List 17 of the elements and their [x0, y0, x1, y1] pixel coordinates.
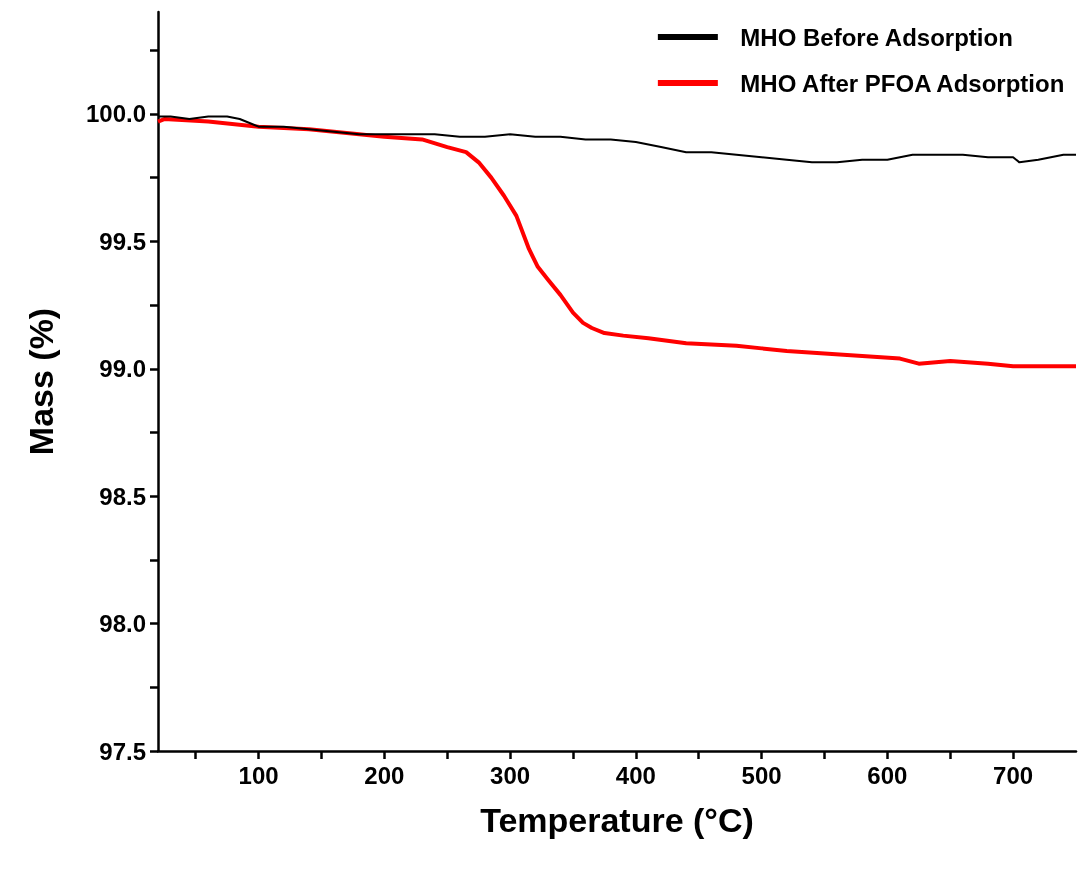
- y-tick-label: 99.5: [99, 227, 146, 255]
- x-axis-title: Temperature (°C): [480, 801, 754, 839]
- y-tick-label: 100.0: [85, 100, 146, 128]
- y-axis-title: Mass (%): [22, 307, 60, 456]
- x-tick-label: 100: [238, 761, 279, 789]
- x-tick-label: 500: [741, 761, 782, 789]
- x-tick-label: 400: [615, 761, 656, 789]
- legend-label: MHO After PFOA Adsorption: [740, 69, 1065, 97]
- y-tick-label: 99.0: [99, 355, 146, 383]
- x-tick-label: 300: [490, 761, 531, 789]
- y-tick-label: 98.5: [99, 482, 146, 510]
- x-tick-label: 700: [993, 761, 1034, 789]
- x-tick-label: 200: [364, 761, 405, 789]
- y-tick-label: 97.5: [99, 737, 146, 765]
- y-tick-label: 98.0: [99, 610, 146, 638]
- legend-label: MHO Before Adsorption: [740, 23, 1013, 51]
- x-tick-label: 600: [867, 761, 908, 789]
